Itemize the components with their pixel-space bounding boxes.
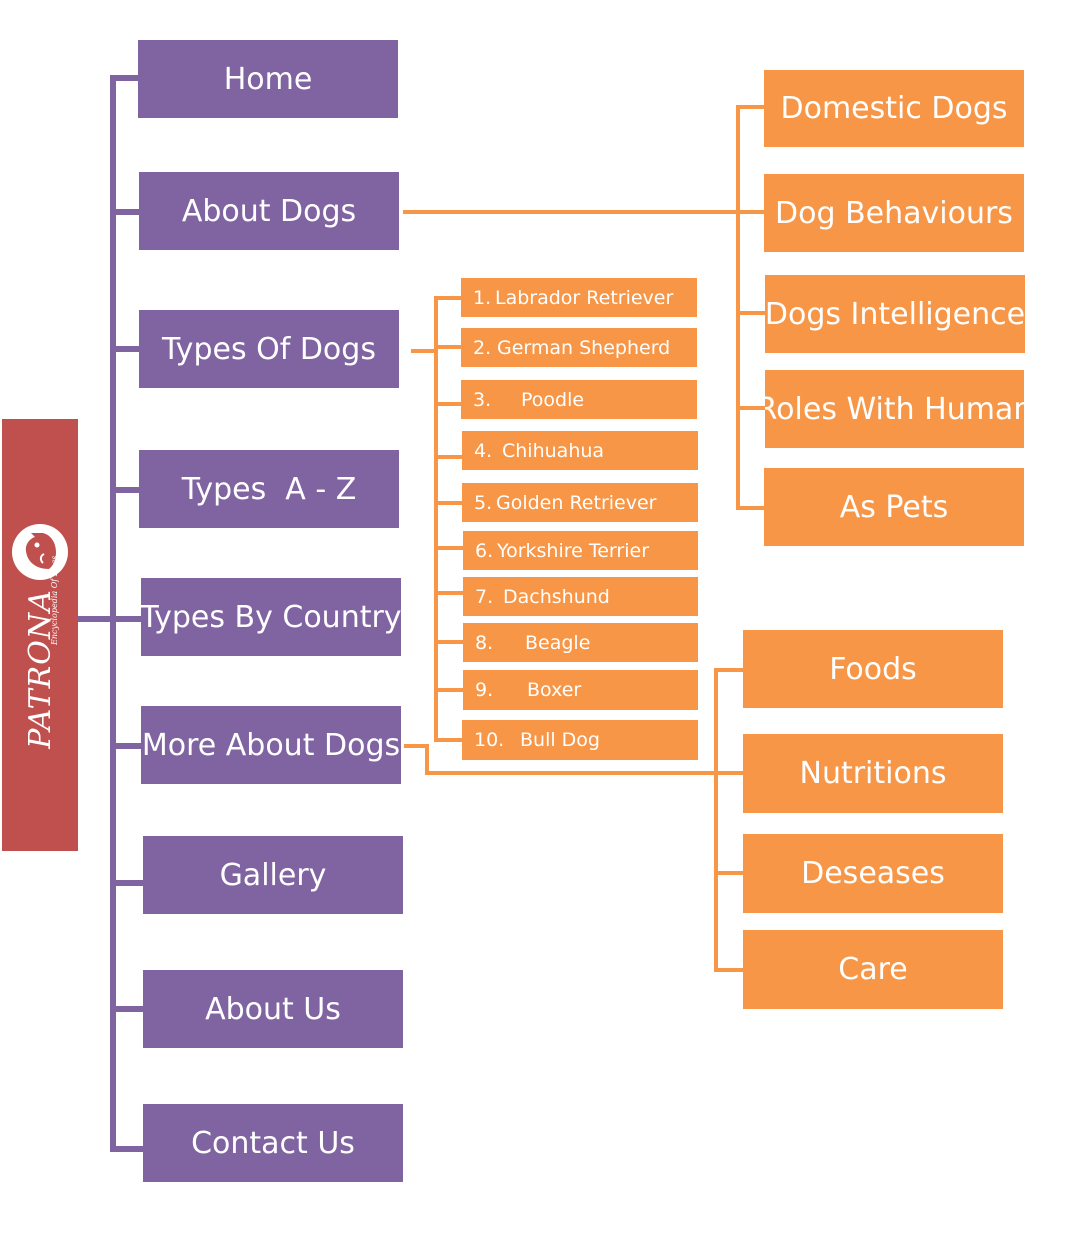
breed-number: 4.	[474, 439, 493, 462]
submenu-care[interactable]: Care	[743, 930, 1003, 1009]
breed-item-5[interactable]: 5. Golden Retriever	[462, 483, 698, 522]
breed-item-8[interactable]: 8. Beagle	[463, 623, 698, 662]
breed-item-9[interactable]: 9. Boxer	[463, 670, 698, 710]
menu-types-by-country[interactable]: Types By Country	[141, 578, 401, 656]
submenu-as-pets[interactable]: As Pets	[764, 468, 1024, 546]
breed-label: Yorkshire Terrier	[497, 539, 649, 562]
patrona-logo[interactable]: PATRONA Encyclopedia Of Dogs	[2, 419, 78, 851]
submenu-roles-with-human[interactable]: Roles With Human	[765, 370, 1024, 448]
breed-label: Chihuahua	[502, 439, 605, 462]
menu-gallery[interactable]: Gallery	[143, 836, 403, 914]
submenu-dogs-intelligence[interactable]: Dogs Intelligence	[765, 275, 1025, 353]
menu-home[interactable]: Home	[138, 40, 398, 118]
breed-item-1[interactable]: 1. Labrador Retriever	[461, 278, 697, 317]
types-of-dogs-connectors	[411, 296, 463, 742]
breed-label: Dachshund	[503, 585, 610, 608]
menu-about-dogs[interactable]: About Dogs	[139, 172, 399, 250]
breed-number: 9.	[475, 679, 494, 701]
menu-about-us[interactable]: About Us	[143, 970, 403, 1048]
submenu-foods[interactable]: Foods	[743, 630, 1003, 708]
more-about-dogs-connectors	[404, 668, 743, 972]
more-about-dogs-main-line	[404, 744, 716, 775]
submenu-dog-behaviours[interactable]: Dog Behaviours	[764, 174, 1024, 252]
breed-number: 10.	[474, 729, 505, 751]
submenu-deseases[interactable]: Deseases	[743, 834, 1003, 913]
breed-number: 6.	[475, 539, 494, 562]
breed-label: German Shepherd	[497, 336, 671, 359]
breed-number: 1.	[473, 286, 492, 309]
breed-item-6[interactable]: 6. Yorkshire Terrier	[463, 531, 698, 570]
menu-types-a-z[interactable]: Types A - Z	[139, 450, 399, 528]
submenu-nutritions[interactable]: Nutritions	[743, 734, 1003, 813]
breed-label: Poodle	[521, 388, 585, 411]
breed-item-4[interactable]: 4. Chihuahua	[462, 431, 698, 470]
breed-number: 8.	[475, 631, 494, 654]
logo-subtitle: Encyclopedia Of Dogs	[50, 555, 59, 645]
breed-label: Labrador Retriever	[495, 286, 674, 309]
menu-more-about-dogs[interactable]: More About Dogs	[141, 706, 401, 784]
menu-contact-us[interactable]: Contact Us	[143, 1104, 403, 1182]
menu-types-of-dogs[interactable]: Types Of Dogs	[139, 310, 399, 388]
dog-head-icon	[9, 521, 71, 583]
breed-label: Bull Dog	[520, 729, 600, 751]
breed-label: Boxer	[527, 679, 582, 701]
breed-item-2[interactable]: 2. German Shepherd	[461, 328, 697, 367]
about-dogs-connectors	[403, 105, 765, 510]
main-menu-connectors	[78, 75, 143, 1152]
breed-number: 3.	[473, 388, 492, 411]
breed-number: 5.	[474, 491, 493, 514]
breed-item-3[interactable]: 3. Poodle	[461, 380, 697, 419]
breed-item-10[interactable]: 10. Bull Dog	[462, 720, 698, 760]
breed-number: 7.	[475, 585, 494, 608]
breed-label: Beagle	[525, 631, 591, 654]
logo-content: PATRONA Encyclopedia Of Dogs	[2, 419, 78, 851]
submenu-domestic-dogs[interactable]: Domestic Dogs	[764, 70, 1024, 147]
breed-number: 2.	[473, 336, 492, 359]
breed-item-7[interactable]: 7. Dachshund	[463, 577, 698, 616]
breed-label: Golden Retriever	[496, 491, 657, 514]
